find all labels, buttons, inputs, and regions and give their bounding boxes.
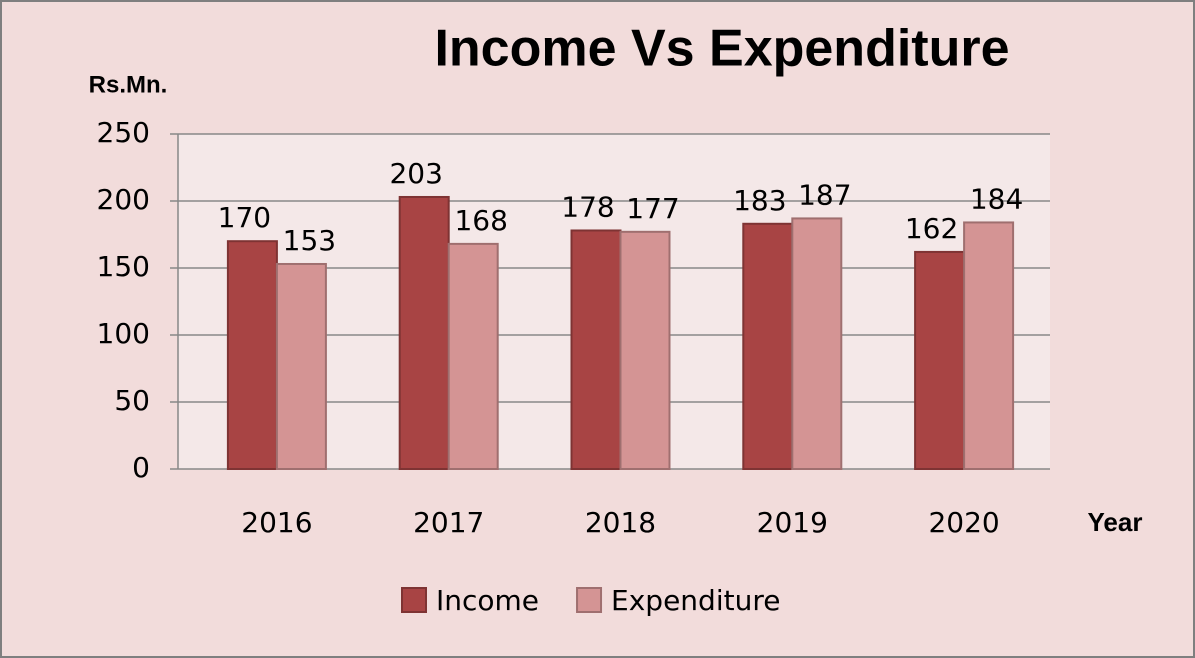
x-tick-label: 2020 — [928, 506, 999, 539]
bar — [963, 221, 1015, 470]
data-label: 203 — [389, 157, 442, 190]
data-label: 184 — [970, 182, 1023, 215]
bar — [791, 217, 843, 470]
data-label: 170 — [218, 201, 271, 234]
data-label: 153 — [283, 224, 336, 257]
bar — [914, 250, 966, 470]
data-label: 162 — [905, 212, 958, 245]
x-tick-label: 2017 — [413, 506, 484, 539]
y-tick-label: 250 — [97, 116, 150, 149]
y-tick-label: 100 — [97, 317, 150, 350]
y-axis-label: Rs.Mn. — [89, 71, 168, 98]
bar — [226, 240, 278, 470]
x-axis-label: Year — [1088, 507, 1143, 537]
y-tick-label: 150 — [97, 250, 150, 283]
bar — [570, 229, 622, 470]
data-label: 187 — [798, 178, 851, 211]
legend-label: Expenditure — [611, 584, 780, 617]
bar — [398, 195, 450, 470]
bar — [742, 222, 794, 470]
data-label: 177 — [626, 192, 679, 225]
x-tick-label: 2018 — [585, 506, 656, 539]
chart-title: Income Vs Expenditure — [434, 20, 1009, 78]
data-label: 178 — [561, 190, 614, 223]
x-tick-label: 2019 — [757, 506, 828, 539]
legend-label: Income — [436, 584, 539, 617]
y-tick-label: 50 — [114, 384, 150, 417]
y-tick-label: 200 — [97, 183, 150, 216]
legend-swatch — [401, 587, 427, 613]
x-tick-label: 2016 — [241, 506, 312, 539]
y-tick-label: 0 — [132, 451, 150, 484]
bar — [447, 242, 499, 470]
data-label: 183 — [733, 184, 786, 217]
bar — [619, 230, 671, 470]
data-label: 168 — [454, 204, 507, 237]
legend-swatch — [576, 587, 603, 613]
bar — [275, 262, 327, 471]
